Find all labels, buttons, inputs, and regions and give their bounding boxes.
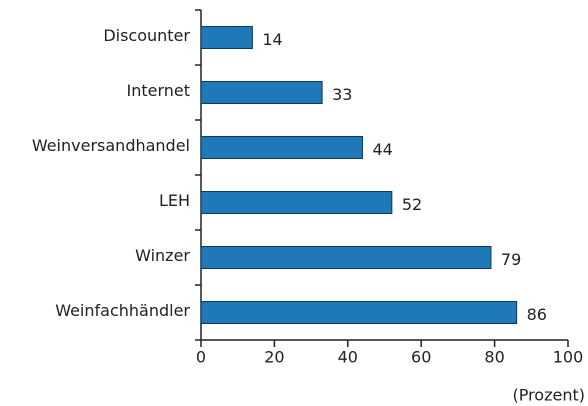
y-tick-label: Discounter [103, 26, 190, 45]
value-label: 44 [372, 140, 392, 159]
x-tick-label: 80 [484, 348, 504, 367]
x-tick-label: 60 [411, 348, 431, 367]
x-axis-label: (Prozent) [512, 386, 585, 405]
y-tick-label: Internet [126, 81, 190, 100]
x-tick-label: 0 [196, 348, 206, 367]
bar [200, 246, 492, 269]
value-label: 33 [332, 85, 352, 104]
value-label: 79 [501, 250, 521, 269]
x-tick-label: 20 [264, 348, 284, 367]
y-tick-label: Weinversandhandel [32, 136, 190, 155]
x-tick-label: 100 [553, 348, 584, 367]
x-tick-label: 40 [338, 348, 358, 367]
bar [200, 26, 253, 49]
y-tick-label: Winzer [135, 246, 190, 265]
bar [200, 191, 393, 214]
y-tick-label: Weinfachhändler [55, 301, 190, 320]
bar [200, 136, 363, 159]
y-tick-label: LEH [159, 191, 190, 210]
value-label: 14 [262, 30, 282, 49]
bar [200, 81, 323, 104]
bar [200, 301, 518, 324]
value-label: 86 [527, 305, 547, 324]
value-label: 52 [402, 195, 422, 214]
